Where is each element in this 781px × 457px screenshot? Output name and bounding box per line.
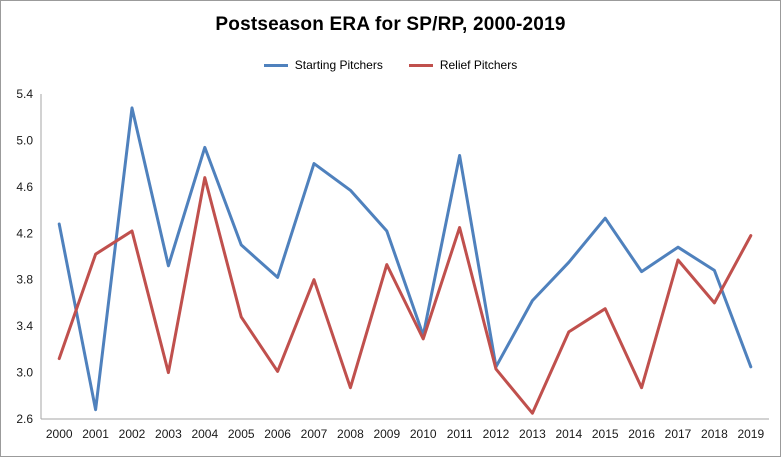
x-axis-tick-label: 2017	[665, 427, 692, 441]
y-axis-tick-label: 5.0	[16, 133, 33, 147]
x-axis-tick-label: 2009	[373, 427, 400, 441]
chart-title: Postseason ERA for SP/RP, 2000-2019	[215, 14, 566, 35]
x-axis-tick-label: 2010	[410, 427, 437, 441]
y-axis-tick-label: 3.4	[16, 319, 33, 333]
y-axis-tick-label: 2.6	[16, 412, 33, 426]
legend-item-relief-pitchers: Relief Pitchers	[408, 58, 518, 72]
series-line-relief-pitchers	[57, 176, 753, 415]
x-axis-tick-label: 2002	[119, 427, 146, 441]
x-axis-tick-label: 2004	[191, 427, 218, 441]
y-axis-tick-label: 3.0	[16, 366, 33, 380]
x-axis-tick-label: 2013	[519, 427, 546, 441]
y-axis-tick-label: 3.8	[16, 273, 33, 287]
line-swatch-icon	[408, 63, 433, 67]
x-axis-tick-label: 2011	[447, 427, 473, 441]
legend-label: Starting Pitchers	[294, 58, 383, 72]
y-axis-tick-label: 4.6	[16, 180, 33, 194]
x-axis-tick-label: 2000	[46, 427, 73, 441]
legend-item-starting-pitchers: Starting Pitchers	[263, 58, 383, 72]
x-axis-tick-label: 2003	[155, 427, 182, 441]
x-axis-tick-label: 2001	[82, 427, 109, 441]
x-axis-tick-label: 2007	[301, 427, 328, 441]
x-axis-tick-label: 2018	[701, 427, 728, 441]
legend-label: Relief Pitchers	[439, 58, 518, 72]
legend: Starting Pitchers Relief Pitchers	[1, 58, 780, 72]
y-axis-tick-label: 5.4	[16, 87, 33, 101]
x-axis-tick-label: 2014	[555, 427, 582, 441]
y-axis-tick-label: 4.2	[16, 226, 33, 240]
line-swatch-icon	[263, 63, 288, 67]
x-axis-tick-label: 2006	[264, 427, 291, 441]
x-axis-tick-label: 2008	[337, 427, 364, 441]
x-axis-tick-label: 2019	[737, 427, 764, 441]
x-axis-tick-label: 2005	[228, 427, 255, 441]
x-axis-tick-label: 2016	[628, 427, 655, 441]
x-axis-tick-label: 2015	[592, 427, 619, 441]
series-line-starting-pitchers	[57, 106, 753, 412]
x-axis-tick-label: 2012	[483, 427, 510, 441]
